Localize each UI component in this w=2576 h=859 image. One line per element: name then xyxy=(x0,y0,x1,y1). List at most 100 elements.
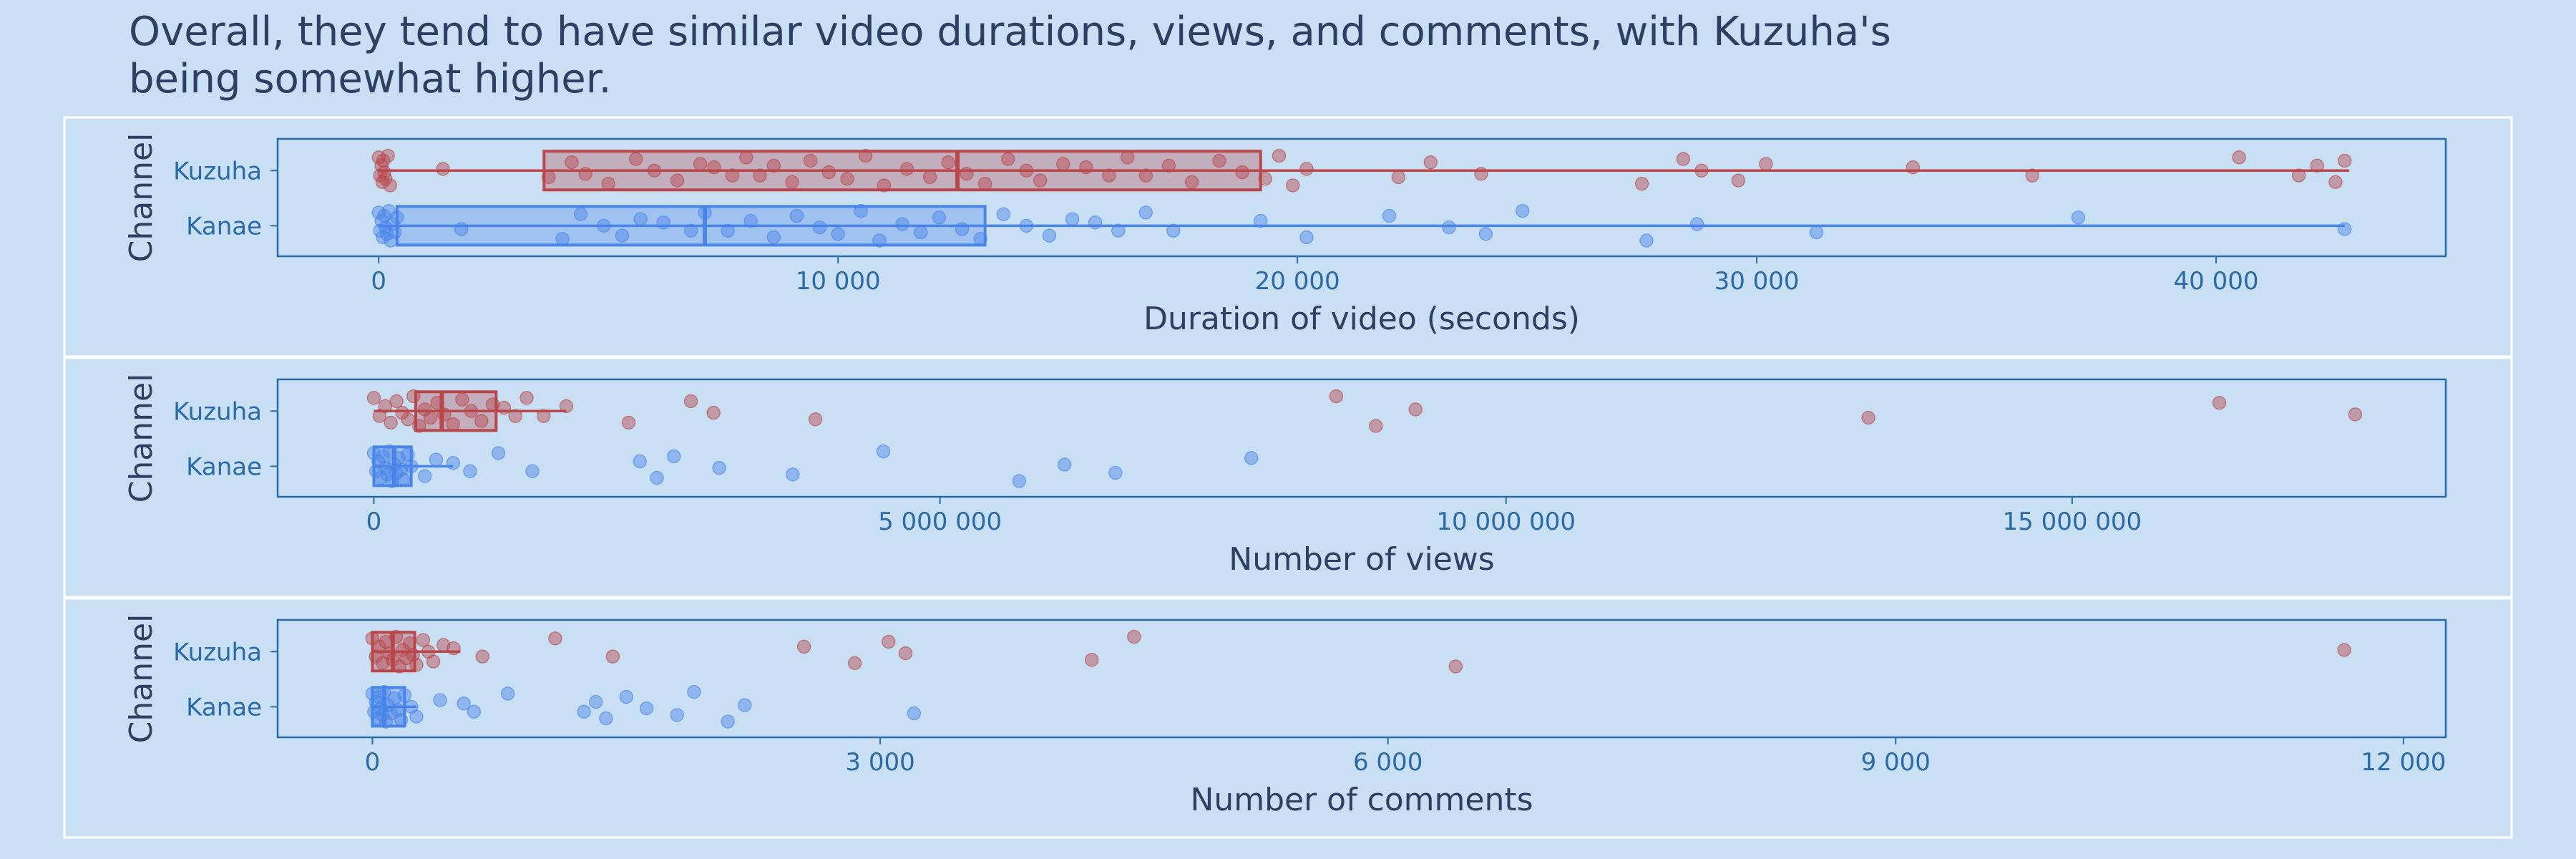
data-point xyxy=(1254,213,1268,228)
data-point xyxy=(872,233,887,248)
data-point xyxy=(739,150,753,165)
data-point xyxy=(1065,212,1080,226)
y-axis-title: Channel xyxy=(123,614,160,744)
data-point xyxy=(377,684,391,699)
data-point xyxy=(1258,172,1272,186)
data-point xyxy=(633,454,648,469)
data-point xyxy=(922,170,937,185)
data-point xyxy=(670,708,684,722)
data-point xyxy=(387,225,402,240)
data-point xyxy=(464,404,479,419)
data-point xyxy=(656,215,670,230)
data-point xyxy=(542,170,556,185)
data-point xyxy=(1019,163,1034,178)
data-point xyxy=(372,689,386,704)
data-point xyxy=(601,176,615,191)
data-point xyxy=(1120,150,1135,165)
data-point xyxy=(429,452,444,467)
panel-frame xyxy=(63,597,2513,839)
data-point xyxy=(2291,168,2306,183)
data-point xyxy=(1515,203,1530,218)
data-point xyxy=(707,160,721,175)
series-kanae xyxy=(366,444,1259,488)
data-point xyxy=(1408,402,1423,417)
data-point xyxy=(412,419,426,433)
data-point xyxy=(384,233,398,248)
data-point xyxy=(578,167,592,181)
data-point xyxy=(996,207,1011,222)
data-point xyxy=(1391,170,1406,185)
data-point xyxy=(1212,153,1226,168)
data-point xyxy=(738,698,752,712)
data-point xyxy=(1676,152,1691,166)
data-point xyxy=(877,178,892,193)
data-point xyxy=(789,208,804,223)
x-tick-label: 20 000 xyxy=(1255,267,1340,296)
data-point xyxy=(446,417,460,432)
data-point xyxy=(1161,158,1176,173)
data-point xyxy=(397,688,412,703)
data-point xyxy=(1731,173,1746,188)
data-point xyxy=(831,227,845,241)
data-point xyxy=(876,444,891,459)
data-point xyxy=(1809,225,1824,240)
data-point xyxy=(1000,152,1015,166)
data-point xyxy=(1861,410,1875,425)
data-point xyxy=(766,230,781,245)
y-tick-label: Kanae xyxy=(186,212,262,241)
data-point xyxy=(960,167,974,181)
data-point xyxy=(721,223,735,238)
data-point xyxy=(683,394,698,409)
data-point xyxy=(382,646,396,661)
series-kanae xyxy=(371,203,2352,248)
data-point xyxy=(454,222,469,236)
x-tick-label: 40 000 xyxy=(2174,267,2259,296)
data-point xyxy=(399,651,414,666)
data-point xyxy=(725,168,740,183)
data-point xyxy=(882,634,896,649)
y-tick-label: Kuzuha xyxy=(173,638,262,666)
data-point xyxy=(1019,218,1034,233)
data-point xyxy=(785,175,799,190)
x-tick-label: 3 000 xyxy=(845,748,914,777)
data-point xyxy=(467,704,482,719)
data-point xyxy=(712,460,726,475)
data-point xyxy=(430,396,444,410)
x-tick-label: 10 000 xyxy=(796,267,881,296)
data-point xyxy=(1055,157,1070,171)
data-point xyxy=(447,641,461,656)
data-point xyxy=(786,467,800,482)
data-point xyxy=(597,218,611,233)
data-point xyxy=(1299,230,1314,245)
data-point xyxy=(475,649,489,664)
data-point xyxy=(1382,208,1397,223)
data-point xyxy=(2212,396,2227,410)
x-tick-label: 9 000 xyxy=(1861,748,1931,777)
data-point xyxy=(2348,407,2363,422)
data-point xyxy=(698,205,712,220)
data-point xyxy=(500,686,515,701)
y-axis-title: Channel xyxy=(123,133,160,263)
data-point xyxy=(615,228,630,243)
data-point xyxy=(847,656,862,671)
data-point xyxy=(1088,215,1103,230)
data-point xyxy=(619,689,634,704)
data-point xyxy=(1689,217,1704,231)
x-tick-label: 6 000 xyxy=(1353,748,1423,777)
data-point xyxy=(365,686,380,701)
data-point xyxy=(932,210,947,225)
data-point xyxy=(402,636,417,651)
plot-area xyxy=(276,378,2447,498)
data-point xyxy=(941,155,955,170)
data-point xyxy=(406,389,421,404)
data-point xyxy=(463,464,477,479)
data-point xyxy=(2328,175,2343,190)
data-point xyxy=(840,172,854,186)
data-point xyxy=(913,225,928,240)
y-axis-title: Channel xyxy=(123,374,160,503)
data-point xyxy=(389,394,404,409)
data-point xyxy=(2025,168,2039,183)
data-point xyxy=(390,210,404,225)
panel-frame xyxy=(63,116,2513,358)
data-point xyxy=(381,148,395,163)
